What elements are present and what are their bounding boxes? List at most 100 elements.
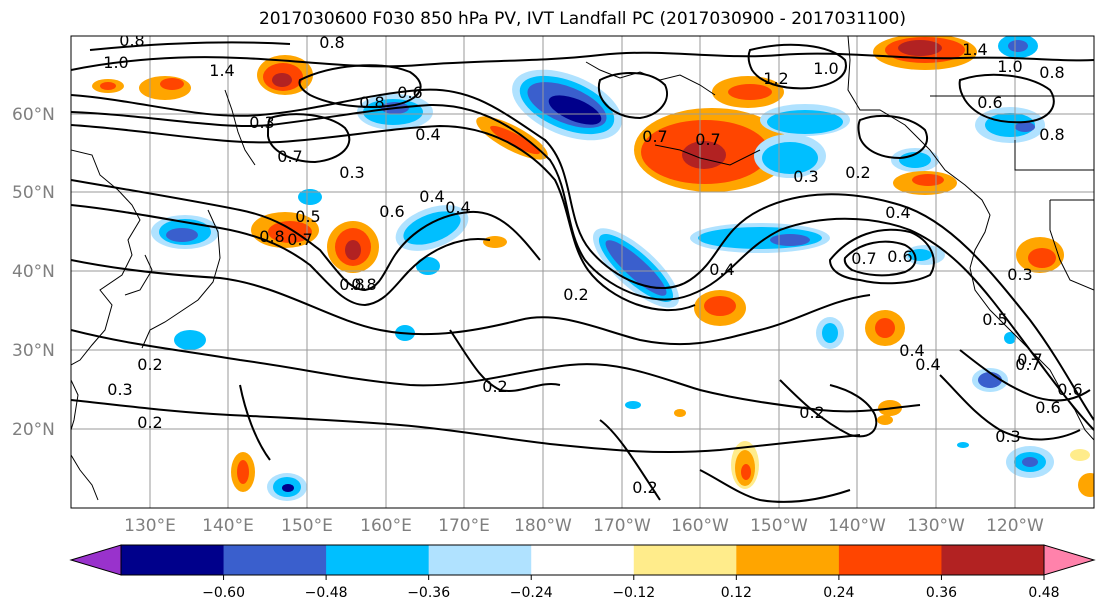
colorbar-frame	[120, 544, 1045, 576]
colorbar-tick-label: −0.60	[202, 585, 245, 601]
negative-anomaly	[978, 372, 1002, 388]
positive-anomaly	[741, 464, 751, 480]
lon-label-160w: 160°W	[671, 516, 729, 536]
lon-label-130e: 130°E	[124, 516, 176, 536]
contour-label: 0.6	[1057, 380, 1082, 399]
contour-label: 0.4	[885, 203, 910, 222]
contour-label: 0.2	[137, 413, 162, 432]
positive-anomaly	[483, 236, 507, 248]
positive-anomaly	[490, 125, 540, 155]
negative-anomaly	[822, 323, 838, 343]
contour-label: 0.7	[277, 147, 302, 166]
lon-label-120w: 120°W	[986, 516, 1044, 536]
contour-label: 0.6	[1035, 398, 1060, 417]
positive-anomaly	[268, 221, 312, 243]
positive-anomaly	[100, 82, 116, 90]
lon-label-130w: 130°W	[907, 516, 965, 536]
negative-anomaly	[298, 189, 322, 205]
lon-label-170e: 170°E	[438, 516, 490, 536]
colorbar-segment	[326, 545, 430, 575]
lon-label-180w: 180°W	[514, 516, 572, 536]
lon-label-160e: 160°E	[360, 516, 412, 536]
contour-label: 0.5	[982, 310, 1007, 329]
lat-label-60n: 60°N	[12, 105, 55, 125]
contour-label: 1.2	[763, 69, 788, 88]
negative-anomaly	[762, 142, 818, 174]
contour-label: 1.0	[103, 53, 128, 72]
contour-label: 0.4	[899, 341, 924, 360]
contour-label: 0.7	[1015, 355, 1040, 374]
negative-anomaly	[403, 211, 461, 245]
colorbar-tick-label: 0.48	[1028, 585, 1059, 601]
colorbar-segment	[941, 545, 1045, 575]
lon-label-150w: 150°W	[750, 516, 808, 536]
positive-anomaly	[728, 84, 772, 100]
contour-label: 0.6	[887, 247, 912, 266]
contour-label: 0.4	[915, 355, 940, 374]
negative-anomaly	[166, 228, 198, 242]
positive-anomaly	[237, 460, 249, 484]
positive-anomaly	[912, 174, 944, 186]
contour-label: 0.3	[107, 380, 132, 399]
colorbar-tick-label: 0.24	[823, 585, 854, 601]
colorbar-tick-label: 0.36	[926, 585, 957, 601]
colorbar-tick-label: −0.12	[612, 585, 655, 601]
map-frame	[70, 35, 1095, 509]
colorbar-segment	[531, 545, 635, 575]
positive-anomaly	[898, 40, 942, 56]
positive-anomaly	[1078, 473, 1094, 497]
contour-label: 0.6	[397, 83, 422, 102]
colorbar-extend-high	[1043, 544, 1096, 576]
contour-label: 0.5	[295, 207, 320, 226]
contour-label: 0.8	[339, 275, 364, 294]
colorbar-segment	[838, 545, 942, 575]
contour-label: 0.4	[709, 260, 734, 279]
lat-label-20n: 20°N	[12, 420, 55, 440]
positive-anomaly	[160, 78, 184, 90]
colorbar-tick-label: −0.24	[510, 585, 553, 601]
longitude-labels: 130°E 140°E 150°E 160°E 170°E 180°W 170°…	[124, 516, 1044, 536]
contour-label: 0.8	[1039, 63, 1064, 82]
negative-anomaly	[1004, 332, 1016, 344]
positive-anomaly	[345, 240, 361, 260]
negative-anomaly	[282, 484, 294, 492]
contour-label: 0.7	[695, 130, 720, 149]
lon-label-170w: 170°W	[593, 516, 651, 536]
contour-label: 0.2	[137, 355, 162, 374]
contour-labels: 0.81.0 1.40.80.30.80.60.70.30.40.40.50.80…	[103, 31, 1082, 497]
colorbar-segment	[121, 545, 225, 575]
contour-label: 1.4	[962, 40, 987, 59]
contour-label: 1.0	[813, 59, 838, 78]
colorbar-segment	[428, 545, 532, 575]
contour-label: 0.6	[379, 202, 404, 221]
positive-anomaly	[674, 409, 686, 417]
lat-label-50n: 50°N	[12, 183, 55, 203]
negative-anomaly	[416, 257, 440, 275]
contour-label: 0.7	[642, 127, 667, 146]
contour-label: 0.3	[1007, 265, 1032, 284]
contour-label: 1.4	[209, 61, 234, 80]
negative-anomaly	[1022, 457, 1038, 467]
contour-label: 0.2	[482, 377, 507, 396]
colorbar-tick-label: −0.48	[305, 585, 348, 601]
ivt-contours	[71, 41, 1094, 503]
negative-anomaly	[174, 330, 206, 350]
contour-label: 0.8	[1039, 125, 1064, 144]
contour-label: 0.7	[1017, 350, 1042, 369]
positive-anomaly	[272, 73, 292, 87]
contour-label: 0.8	[119, 31, 144, 50]
positive-anomaly	[1070, 449, 1090, 461]
contour-label: 0.2	[799, 403, 824, 422]
contour-label: 0.3	[793, 167, 818, 186]
lat-label-30n: 30°N	[12, 341, 55, 361]
negative-anomaly	[1008, 40, 1028, 52]
positive-anomaly	[875, 318, 895, 338]
pv-shading	[92, 36, 1094, 501]
negative-anomaly	[548, 95, 602, 125]
contour-label: 0.4	[445, 198, 470, 217]
contour-label: 1.0	[997, 57, 1022, 76]
negative-anomaly	[770, 234, 810, 246]
contour-label: 0.2	[632, 478, 657, 497]
negative-anomaly	[767, 110, 843, 134]
latitude-labels: 60°N 50°N 40°N 30°N 20°N	[12, 105, 55, 440]
